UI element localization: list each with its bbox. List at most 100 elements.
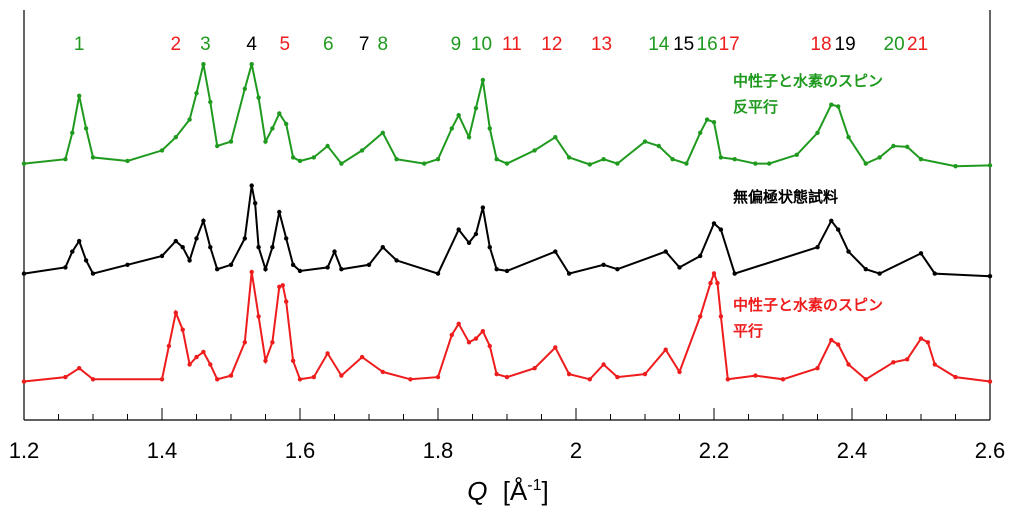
data-point-black [663,249,668,254]
data-point-green [767,161,772,166]
x-tick-label: 2 [570,438,582,463]
data-point-black [435,271,441,276]
data-point-red [698,314,703,319]
data-point-green [208,99,213,105]
data-point-red [487,343,492,349]
data-point-green [270,126,275,131]
data-point-green [553,135,558,140]
data-point-red [77,366,82,371]
peak-label-18: 18 [810,34,831,55]
peak-label-17: 17 [719,34,740,55]
data-point-black [553,249,558,254]
data-point-black [711,221,717,226]
data-point-green [256,95,261,100]
data-point-red [846,362,851,367]
data-point-red [408,377,413,382]
peak-label-19: 19 [835,34,856,55]
data-point-green [480,77,486,83]
data-point-green [83,126,89,131]
data-point-green [753,161,758,166]
data-point-black [601,262,606,267]
data-point-red [918,336,924,341]
data-point-red [63,374,68,380]
peak-label-16: 16 [697,34,718,55]
peak-label-9: 9 [451,34,462,55]
data-point-black [932,271,937,276]
data-point-black [208,245,213,250]
series-label-green: 反平行 [733,98,778,116]
peak-label-layer: 1 2 3 4 5 6 7 8 9 10 11 12 13 14 15 16 17 18 19 20 21 [74,34,928,55]
data-point-green [277,111,282,116]
data-point-red [256,314,261,319]
data-point-green [290,155,296,160]
data-point-red [815,366,820,371]
data-point-red [208,362,213,367]
data-point-red [715,280,720,286]
data-point-red [494,371,499,377]
data-point-green [380,130,385,135]
peak-label-13: 13 [591,34,612,55]
data-point-red [615,374,620,380]
data-point-red [215,377,220,382]
data-point-red [587,377,592,382]
data-point-black [215,267,220,272]
data-point-black [252,201,258,206]
data-point-green [794,152,799,157]
data-point-red [456,321,461,326]
data-point-red [466,340,472,345]
data-point-green [732,157,737,162]
data-point-red [677,369,682,375]
data-point-black [187,258,192,263]
data-point-black [698,253,703,259]
data-point-black [83,258,89,263]
data-point-black [846,249,851,254]
x-axis-title-unit: [Å [503,476,528,506]
series-line-black [23,185,991,278]
data-point-green [394,157,399,162]
data-point-red [90,377,96,382]
data-point-black [487,245,492,250]
x-axis-title-q: Q [467,476,487,506]
data-point-green [159,148,165,153]
data-point-black [494,267,499,272]
data-point-black [677,265,682,270]
data-point-red [187,362,192,367]
data-point-black [615,267,620,272]
data-point-red [263,358,268,363]
data-point-black [877,271,882,276]
data-point-black [256,245,261,250]
data-point-green [435,157,441,162]
data-point-red [480,329,486,334]
data-point-green [21,161,27,166]
data-point-green [670,157,675,162]
data-point-green [284,121,289,127]
data-point-black [380,245,385,250]
data-point-red [280,283,285,288]
x-tick-label: 2.6 [975,438,1006,463]
data-point-black [863,267,868,272]
data-point-black [180,245,185,250]
data-point-red [925,340,931,345]
data-point-red [159,377,165,382]
data-point-black [732,271,737,276]
data-point-black [325,265,330,270]
data-point-red [284,299,289,304]
data-point-black [284,236,289,241]
data-point-red [194,354,199,360]
data-point-red [708,280,713,286]
peak-label-10: 10 [471,34,492,55]
x-axis-title: Q [Å-1] [467,476,549,506]
data-point-green [422,161,427,166]
x-tick-label: 1.4 [147,438,178,463]
data-point-black [566,271,572,276]
data-point-green [249,61,254,67]
data-point-black [249,183,254,188]
peak-label-20: 20 [884,34,905,55]
data-point-black [456,227,461,232]
data-point-red [711,271,717,276]
peak-label-4: 4 [246,34,257,55]
peak-label-21: 21 [907,34,928,55]
data-point-green [228,139,234,144]
data-point-red [339,373,344,378]
peak-label-15: 15 [673,34,694,55]
